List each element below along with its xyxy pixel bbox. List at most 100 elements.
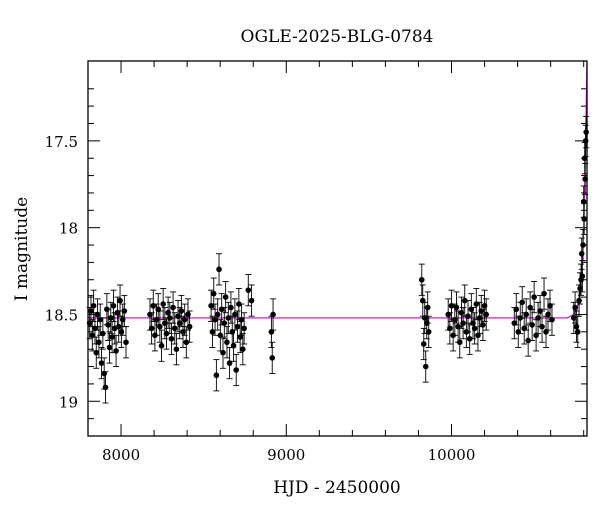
point-marker <box>513 306 520 313</box>
point-marker <box>583 129 589 135</box>
point-marker <box>525 337 531 344</box>
data-point <box>168 322 175 355</box>
point-marker <box>447 325 453 332</box>
data-point <box>186 310 193 343</box>
point-marker <box>581 216 587 222</box>
point-marker <box>549 316 555 323</box>
point-marker <box>100 330 106 337</box>
point-marker <box>574 329 581 335</box>
point-marker <box>121 308 128 314</box>
point-marker <box>580 242 586 248</box>
data-point <box>581 202 588 236</box>
point-marker <box>535 315 541 321</box>
data-point <box>102 371 109 404</box>
data-point <box>241 312 248 345</box>
point-marker <box>541 290 547 297</box>
data-point <box>572 291 579 324</box>
point-marker <box>578 250 585 257</box>
data-point <box>117 284 124 317</box>
plot-frame <box>87 60 588 437</box>
data-point <box>173 333 180 366</box>
point-marker <box>531 294 537 300</box>
data-point <box>269 341 276 374</box>
data-point <box>105 308 112 341</box>
data-point <box>531 281 538 314</box>
data-point <box>471 312 478 345</box>
data-point <box>171 312 178 345</box>
point-marker <box>102 384 109 391</box>
point-marker <box>480 322 486 328</box>
data-point <box>529 308 536 341</box>
x-tick-label: 9000 <box>267 446 305 464</box>
point-marker <box>90 302 97 309</box>
point-marker <box>214 311 221 318</box>
point-marker <box>220 349 226 356</box>
data-point <box>123 326 130 359</box>
data-point <box>525 324 532 357</box>
point-marker <box>456 339 463 346</box>
model-curve <box>88 60 588 319</box>
point-marker <box>110 302 117 309</box>
data-point <box>158 329 165 362</box>
point-marker <box>173 346 180 352</box>
data-point <box>541 277 548 310</box>
data-point <box>166 301 173 335</box>
point-marker <box>166 315 173 321</box>
point-marker <box>269 355 276 361</box>
point-marker <box>573 323 580 330</box>
point-marker <box>460 320 466 326</box>
data-point <box>95 326 102 359</box>
point-marker <box>245 287 252 293</box>
data-point <box>163 317 170 350</box>
data-point <box>227 291 234 324</box>
point-marker <box>158 342 165 349</box>
point-marker <box>171 325 178 332</box>
data-point <box>183 326 190 359</box>
point-marker <box>98 360 105 366</box>
data-point <box>535 301 542 335</box>
point-marker <box>228 304 234 311</box>
data-point <box>233 353 240 387</box>
data-point <box>94 298 101 331</box>
data-points <box>86 116 590 404</box>
point-marker <box>113 348 119 354</box>
point-marker <box>108 315 114 321</box>
data-point <box>456 326 463 359</box>
data-point <box>181 303 188 336</box>
data-point <box>93 336 100 369</box>
y-tick-label: 19 <box>59 393 78 411</box>
y-tick-label: 18.5 <box>45 306 78 324</box>
x-axis-label: HJD - 2450000 <box>273 478 401 498</box>
point-marker <box>96 339 102 346</box>
y-axis-label: I magnitude <box>12 197 32 301</box>
data-point <box>222 281 229 314</box>
point-marker <box>221 320 228 326</box>
point-marker <box>115 323 122 330</box>
point-marker <box>420 341 427 347</box>
data-point <box>229 315 236 348</box>
point-marker <box>241 325 247 332</box>
data-point <box>270 298 277 331</box>
data-point <box>425 315 432 348</box>
data-point <box>230 329 237 362</box>
point-marker <box>572 304 578 311</box>
point-marker <box>248 297 255 304</box>
point-marker <box>170 304 176 311</box>
model-line <box>88 60 588 319</box>
point-marker <box>212 316 218 323</box>
data-point <box>226 347 233 380</box>
point-marker <box>418 276 425 283</box>
point-marker <box>576 297 582 304</box>
x-tick-label: 10000 <box>428 446 476 464</box>
data-point <box>209 315 216 348</box>
data-point <box>238 303 245 336</box>
point-marker <box>94 311 101 318</box>
point-marker <box>222 294 229 300</box>
point-marker <box>523 311 529 318</box>
data-point <box>90 289 97 322</box>
point-marker <box>210 290 217 297</box>
data-point <box>548 303 555 336</box>
point-marker <box>232 311 238 318</box>
point-marker <box>213 372 220 379</box>
